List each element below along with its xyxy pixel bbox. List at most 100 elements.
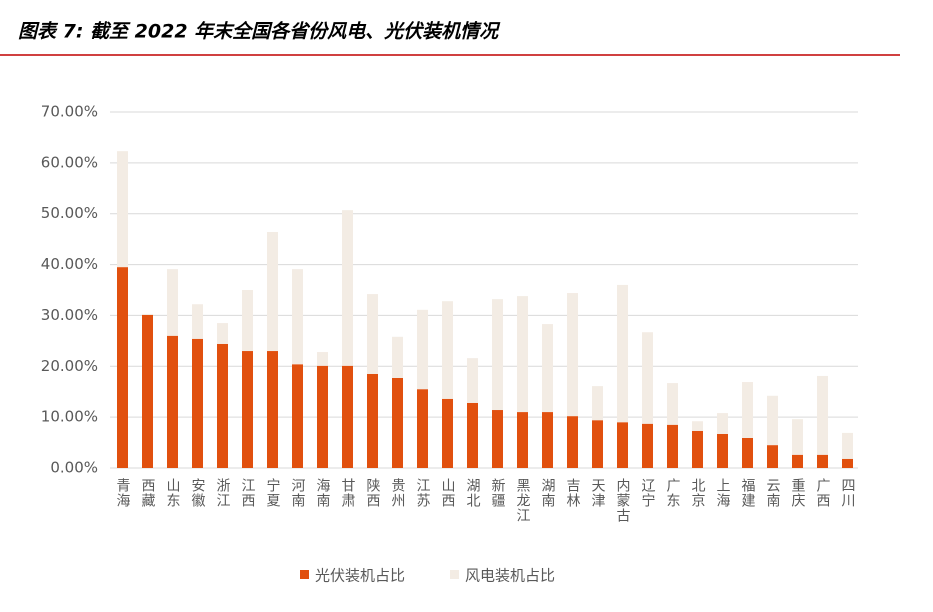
bar-segment	[592, 420, 603, 468]
bar-segment	[192, 338, 203, 468]
x-tick-label cat: 天津	[590, 478, 606, 508]
legend-label: 光伏装机占比	[315, 567, 405, 585]
y-tick-label: 10.00%	[41, 408, 98, 426]
bar-segment	[717, 433, 728, 468]
bar-segment	[842, 458, 853, 468]
bar-segment	[142, 314, 153, 468]
bar-segment	[167, 269, 178, 336]
bar-segment	[317, 352, 328, 366]
bar-segment	[367, 373, 378, 468]
y-tick-label: 50.00%	[41, 204, 98, 222]
bar-segment	[167, 335, 178, 468]
bar-segment	[717, 413, 728, 434]
x-tick-label cat: 内蒙古	[615, 478, 631, 523]
x-tick-label cat: 新疆	[490, 478, 506, 508]
x-tick-label cat: 广东	[665, 478, 681, 508]
x-tick-label cat: 青海	[115, 478, 131, 508]
bar-segment	[542, 324, 553, 413]
y-tick-label: 60.00%	[41, 153, 98, 171]
bar-segment	[417, 389, 428, 468]
x-tick-label cat: 云南	[765, 478, 781, 508]
bar-segment	[292, 269, 303, 365]
x-tick-label cat: 广西	[815, 478, 831, 508]
legend-swatch	[300, 570, 309, 579]
bar-segment	[567, 293, 578, 417]
bar-segment	[392, 336, 403, 378]
bar-segment	[817, 454, 828, 468]
y-tick-label: 70.00%	[41, 103, 98, 121]
legend-swatch	[450, 570, 460, 579]
bar-segment	[267, 351, 278, 468]
bar-segment	[792, 454, 803, 468]
x-tick-label cat: 北京	[690, 478, 706, 508]
bar-segment	[792, 419, 803, 455]
chart-title: 图表 7: 截至 2022 年末全国各省份风电、光伏装机情况	[18, 21, 501, 43]
bar-segment	[542, 412, 553, 468]
y-tick-label: 0.00%	[50, 459, 98, 477]
bar-segment	[192, 304, 203, 339]
bar-segment	[667, 424, 678, 468]
bar-segment	[842, 432, 853, 459]
bar-segment	[217, 323, 228, 344]
x-tick-label cat: 重庆	[790, 478, 806, 508]
bar-segment	[642, 332, 653, 424]
x-tick-label cat: 宁夏	[265, 477, 281, 508]
x-tick-label cat: 陕西	[365, 478, 381, 508]
bar-segment	[117, 267, 128, 468]
bar-segment	[492, 299, 503, 411]
bar-segment	[467, 358, 478, 403]
bar-segment	[692, 430, 703, 468]
bar-segment	[667, 383, 678, 425]
x-tick-label cat: 山西	[440, 478, 456, 508]
x-tick-label cat: 湖南	[540, 478, 556, 508]
y-tick-label: 30.00%	[41, 306, 98, 324]
x-tick-label cat: 吉林	[565, 478, 581, 508]
bar-segment	[767, 445, 778, 468]
bar-segment	[692, 421, 703, 431]
bar-segment	[292, 364, 303, 468]
bar-segment	[517, 296, 528, 413]
x-tick-label cat: 江苏	[415, 478, 431, 508]
x-tick-label cat: 福建	[740, 478, 756, 508]
x-tick-label cat: 安徽	[190, 478, 206, 508]
bar-segment	[417, 309, 428, 390]
x-tick-label cat: 江西	[240, 478, 256, 508]
bar-segment	[342, 365, 353, 468]
bar-segment	[367, 294, 378, 374]
bar-segment	[267, 232, 278, 352]
bar-segment	[442, 301, 453, 399]
bar-segment	[242, 290, 253, 352]
bar-segment	[392, 377, 403, 468]
bar-segment	[617, 422, 628, 468]
bar-segment	[117, 151, 128, 268]
bar-segment	[742, 437, 753, 468]
bar-segment	[217, 343, 228, 468]
x-tick-label cat: 西藏	[140, 478, 156, 508]
bar-segment	[317, 365, 328, 468]
bar-segment	[442, 398, 453, 468]
bar-segment	[642, 423, 653, 468]
bar-segment	[767, 395, 778, 446]
x-tick-label cat: 贵州	[390, 478, 406, 508]
bar-segment	[492, 410, 503, 468]
y-tick-label: 40.00%	[41, 255, 98, 273]
x-tick-label cat: 河南	[290, 478, 306, 508]
bar-segment	[592, 386, 603, 421]
x-tick-label cat: 辽宁	[640, 478, 656, 508]
bar-segment	[517, 412, 528, 468]
bar-segment	[242, 351, 253, 468]
x-tick-label cat: 黑龙江	[515, 478, 531, 523]
legend-label: 风电装机占比	[465, 567, 555, 585]
bar-segment	[817, 375, 828, 455]
x-tick-label cat: 上海	[715, 478, 731, 508]
bar-segment	[467, 402, 478, 468]
bar-segment	[142, 313, 153, 315]
x-tick-label cat: 浙江	[215, 478, 231, 508]
x-tick-label cat: 山东	[165, 478, 181, 508]
x-tick-label cat: 湖北	[465, 478, 481, 508]
bar-segment	[342, 210, 353, 366]
x-tick-label cat: 海南	[315, 478, 331, 508]
bar-segment	[567, 416, 578, 468]
